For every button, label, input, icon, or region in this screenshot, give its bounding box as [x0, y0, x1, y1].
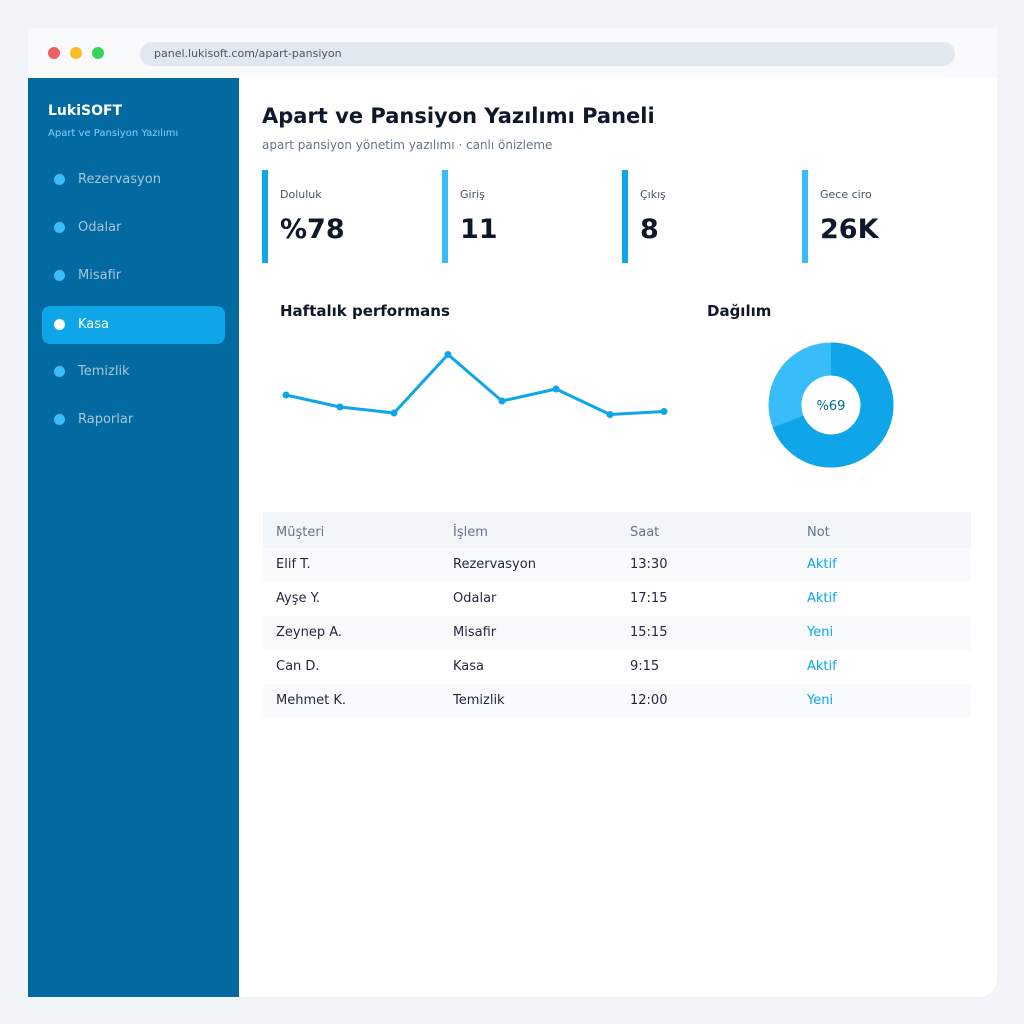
sidebar-item-temizlik[interactable]: Temizlik: [42, 353, 225, 391]
donut-hole: [802, 376, 860, 434]
address-bar[interactable]: panel.lukisoft.com/apart-pansiyon: [140, 42, 955, 66]
data-point[interactable]: [606, 411, 614, 418]
stat-value: %78: [280, 214, 345, 245]
status-badge: Yeni: [807, 625, 834, 640]
sidebar-item-label: Kasa: [78, 317, 110, 332]
minimize-window-button[interactable]: [70, 47, 82, 59]
main-content: Apart ve Pansiyon Yazılımı Paneli apart …: [239, 78, 997, 997]
stat-label: Çıkış: [640, 188, 666, 201]
sidebar-item-label: Raporlar: [78, 412, 134, 427]
data-point[interactable]: [552, 385, 560, 393]
cell-time: 15:15: [630, 625, 668, 640]
data-point[interactable]: [282, 391, 290, 399]
table-row[interactable]: Elif T. Rezervasyon 13:30 Aktif: [263, 548, 971, 582]
dot-icon: [54, 414, 65, 425]
stat-value: 8: [640, 214, 659, 245]
transactions-table: Müşteri İşlem Saat Not Elif T. Rezervasy…: [263, 512, 971, 718]
sidebar-item-raporlar[interactable]: Raporlar: [42, 401, 225, 439]
dot-icon: [54, 366, 65, 377]
data-point[interactable]: [390, 409, 398, 417]
cell-customer: Can D.: [276, 659, 320, 674]
title-bar: panel.lukisoft.com/apart-pansiyon: [28, 28, 997, 78]
close-window-button[interactable]: [48, 47, 60, 59]
table-row[interactable]: Can D. Kasa 9:15 Aktif: [263, 650, 971, 684]
cell-customer: Mehmet K.: [276, 693, 347, 708]
header-not[interactable]: Not: [807, 525, 830, 540]
cell-customer: Zeynep A.: [276, 625, 343, 640]
cell-time: 17:15: [630, 591, 668, 606]
stat-card-doluluk: Doluluk %78: [262, 170, 432, 263]
dot-icon: [54, 222, 65, 233]
data-point[interactable]: [498, 397, 506, 405]
stat-label: Doluluk: [280, 188, 322, 201]
dot-icon: [54, 319, 65, 330]
dot-icon: [54, 270, 65, 281]
stat-label: Giriş: [460, 188, 485, 201]
stat-value: 26K: [820, 214, 879, 245]
browser-window: panel.lukisoft.com/apart-pansiyon LukiSO…: [28, 28, 997, 997]
sidebar-item-kasa[interactable]: Kasa: [42, 306, 225, 344]
table-header: Müşteri İşlem Saat Not: [263, 512, 971, 548]
page-title: Apart ve Pansiyon Yazılımı Paneli: [262, 104, 655, 128]
sidebar-item-label: Misafir: [78, 268, 122, 283]
stat-card-giris: Giriş 11: [442, 170, 612, 263]
table-row[interactable]: Ayşe Y. Odalar 17:15 Aktif: [263, 582, 971, 616]
brand-subtitle: Apart ve Pansiyon Yazılımı: [48, 128, 179, 139]
sidebar-item-label: Rezervasyon: [78, 172, 161, 187]
cell-action: Odalar: [453, 591, 497, 606]
distribution-title: Dağılım: [707, 302, 772, 320]
cell-customer: Ayşe Y.: [276, 591, 321, 606]
sidebar-item-misafir[interactable]: Misafir: [42, 257, 225, 295]
performance-title: Haftalık performans: [280, 302, 450, 320]
stat-card-gece-ciro: Gece ciro 26K: [802, 170, 972, 263]
performance-line-chart: [282, 351, 668, 418]
header-saat[interactable]: Saat: [630, 525, 660, 540]
data-point[interactable]: [660, 408, 668, 415]
sidebar-item-label: Odalar: [78, 220, 122, 235]
header-islem[interactable]: İşlem: [453, 525, 488, 540]
donut-center-label: %69: [817, 399, 846, 414]
cell-time: 12:00: [630, 693, 668, 708]
stat-card-cikis: Çıkış 8: [622, 170, 792, 263]
brand-name: LukiSOFT: [48, 103, 123, 119]
data-point[interactable]: [444, 351, 452, 358]
cell-customer: Elif T.: [276, 557, 311, 572]
sidebar-item-label: Temizlik: [78, 364, 130, 379]
page-subtitle: apart pansiyon yönetim yazılımı · canlı …: [262, 138, 553, 152]
status-badge: Yeni: [807, 693, 834, 708]
sidebar-item-rezervasyon[interactable]: Rezervasyon: [42, 161, 225, 199]
cell-time: 9:15: [630, 659, 660, 674]
table-row[interactable]: Mehmet K. Temizlik 12:00 Yeni: [263, 684, 971, 718]
header-musteri[interactable]: Müşteri: [276, 525, 325, 540]
cell-action: Rezervasyon: [453, 557, 536, 572]
maximize-window-button[interactable]: [92, 47, 104, 59]
distribution-donut-chart: %69: [768, 342, 894, 468]
cell-action: Misafir: [453, 625, 497, 640]
stat-value: 11: [460, 214, 498, 245]
sidebar-item-odalar[interactable]: Odalar: [42, 209, 225, 247]
status-badge: Aktif: [807, 557, 837, 572]
cell-action: Temizlik: [453, 693, 505, 708]
stat-label: Gece ciro: [820, 188, 872, 201]
data-point[interactable]: [336, 403, 344, 411]
cell-time: 13:30: [630, 557, 668, 572]
sidebar: LukiSOFT Apart ve Pansiyon Yazılımı Reze…: [28, 78, 239, 997]
series-line: [285, 353, 665, 416]
donut-segment-main: [768, 342, 894, 468]
table-row[interactable]: Zeynep A. Misafir 15:15 Yeni: [263, 616, 971, 650]
cell-action: Kasa: [453, 659, 485, 674]
dot-icon: [54, 174, 65, 185]
status-badge: Aktif: [807, 591, 837, 606]
status-badge: Aktif: [807, 659, 837, 674]
